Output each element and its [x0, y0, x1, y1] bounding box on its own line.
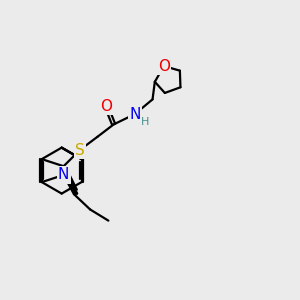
Text: N: N	[129, 106, 141, 122]
Text: S: S	[75, 142, 85, 158]
Text: H: H	[141, 117, 149, 128]
Text: O: O	[158, 58, 170, 74]
Text: O: O	[100, 99, 112, 114]
Text: N: N	[58, 167, 69, 182]
